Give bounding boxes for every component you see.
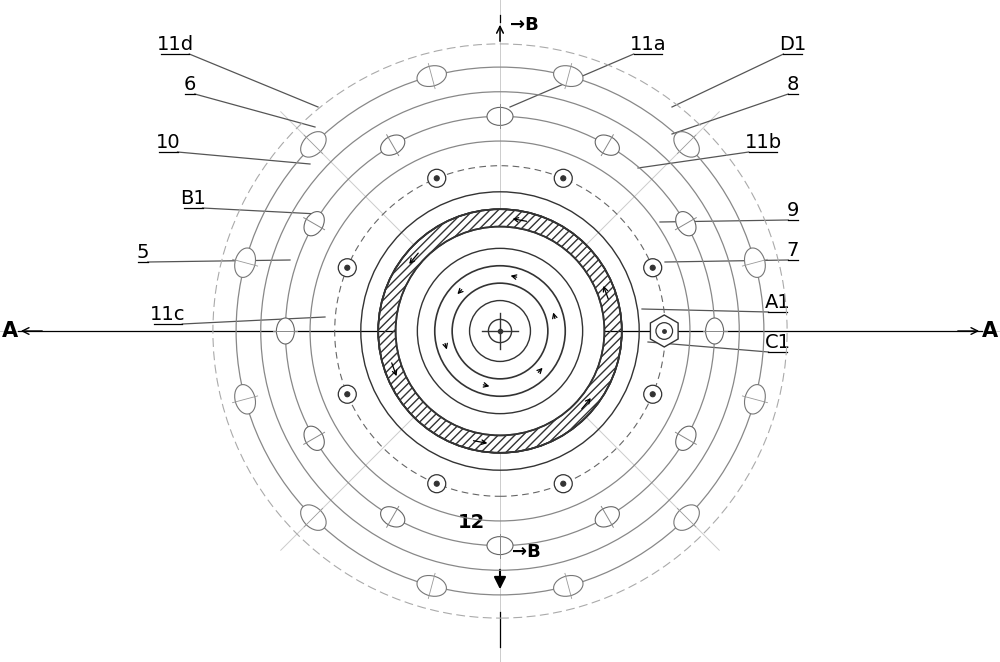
Ellipse shape — [276, 318, 294, 344]
Circle shape — [428, 169, 446, 187]
Ellipse shape — [487, 537, 513, 555]
Text: 11a: 11a — [630, 34, 666, 54]
Text: 12: 12 — [458, 512, 485, 532]
Text: 10: 10 — [156, 132, 180, 152]
Ellipse shape — [554, 66, 583, 87]
Circle shape — [338, 259, 356, 277]
Ellipse shape — [706, 318, 724, 344]
Circle shape — [396, 226, 604, 436]
Text: 8: 8 — [787, 75, 799, 93]
Ellipse shape — [417, 575, 446, 596]
Text: 11c: 11c — [150, 305, 186, 324]
Circle shape — [561, 481, 566, 486]
Circle shape — [554, 169, 572, 187]
Circle shape — [644, 385, 662, 403]
Text: A1: A1 — [765, 293, 791, 312]
Text: A: A — [982, 321, 998, 341]
Circle shape — [434, 176, 439, 181]
Ellipse shape — [381, 506, 405, 527]
Ellipse shape — [674, 505, 699, 530]
Ellipse shape — [301, 132, 326, 157]
Circle shape — [345, 265, 350, 270]
Text: 7: 7 — [787, 240, 799, 260]
Text: 9: 9 — [787, 201, 799, 220]
Ellipse shape — [595, 135, 619, 156]
Circle shape — [428, 475, 446, 493]
Circle shape — [435, 265, 565, 397]
Text: →B: →B — [510, 16, 539, 34]
Text: C1: C1 — [765, 332, 791, 352]
Ellipse shape — [744, 248, 765, 277]
Text: A: A — [2, 321, 18, 341]
Text: 11b: 11b — [744, 132, 782, 152]
Ellipse shape — [595, 506, 619, 527]
Polygon shape — [650, 315, 678, 347]
Circle shape — [561, 176, 566, 181]
Ellipse shape — [676, 212, 696, 236]
Circle shape — [345, 392, 350, 397]
Ellipse shape — [381, 135, 405, 156]
Circle shape — [650, 265, 655, 270]
Text: 5: 5 — [137, 242, 149, 261]
Circle shape — [338, 385, 356, 403]
Circle shape — [378, 209, 622, 453]
Ellipse shape — [674, 132, 699, 157]
Ellipse shape — [554, 575, 583, 596]
Ellipse shape — [744, 385, 765, 414]
Ellipse shape — [487, 107, 513, 125]
Ellipse shape — [304, 212, 324, 236]
Text: D1: D1 — [779, 34, 807, 54]
Text: 6: 6 — [184, 75, 196, 93]
Circle shape — [644, 259, 662, 277]
Ellipse shape — [235, 248, 256, 277]
Ellipse shape — [301, 505, 326, 530]
Ellipse shape — [676, 426, 696, 450]
Ellipse shape — [235, 385, 256, 414]
Circle shape — [452, 283, 548, 379]
Ellipse shape — [304, 426, 324, 450]
Circle shape — [434, 481, 439, 486]
Circle shape — [554, 475, 572, 493]
Circle shape — [650, 392, 655, 397]
Text: 11d: 11d — [156, 34, 194, 54]
Text: →B: →B — [512, 543, 541, 561]
Ellipse shape — [417, 66, 446, 87]
Text: B1: B1 — [180, 189, 206, 207]
